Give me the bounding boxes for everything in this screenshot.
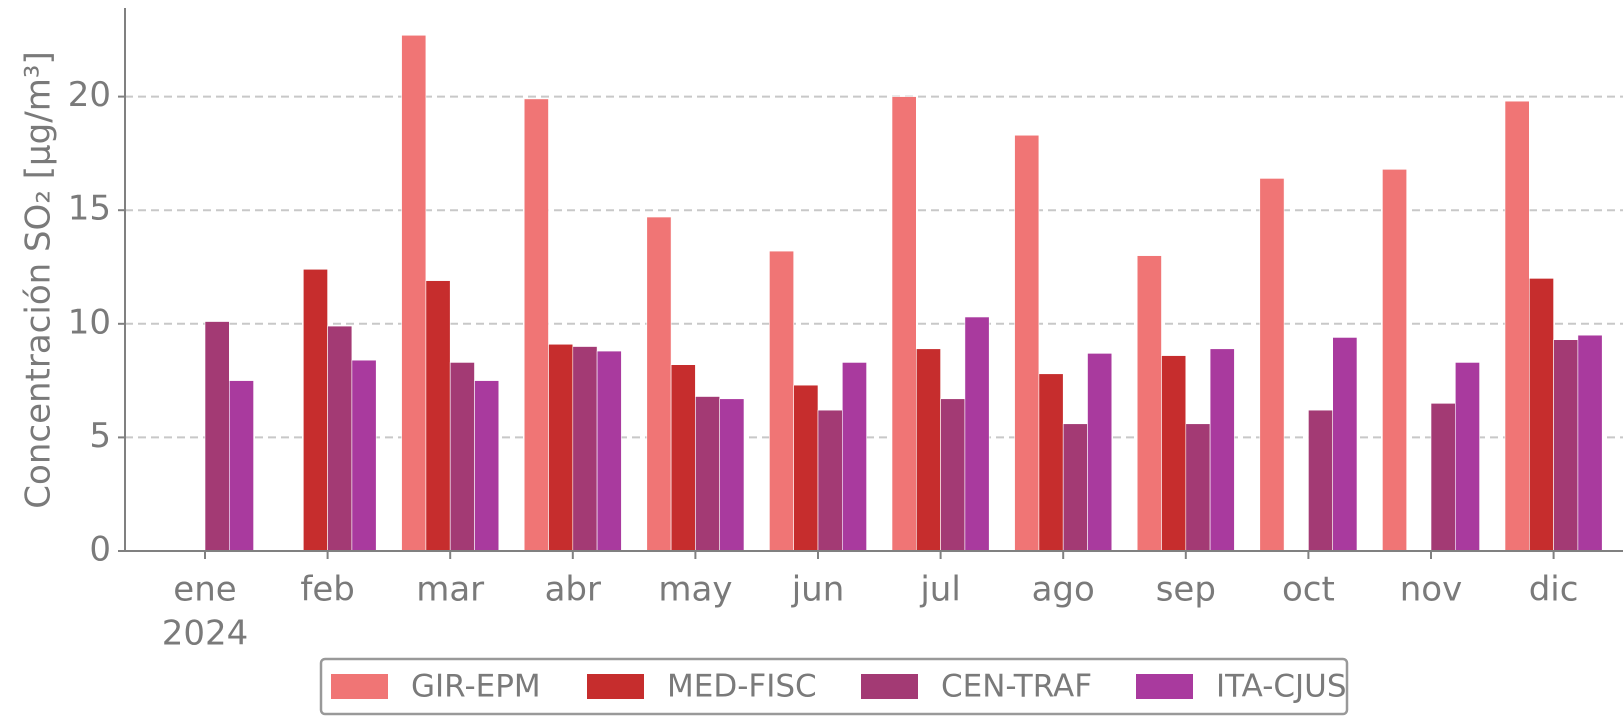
x-sublabel: 2024 xyxy=(162,614,249,654)
bar xyxy=(793,384,819,552)
bar xyxy=(1136,255,1162,552)
bar xyxy=(548,343,574,552)
bar xyxy=(1087,353,1113,552)
bar xyxy=(327,325,353,552)
legend-swatch xyxy=(861,674,918,699)
bar xyxy=(646,216,672,552)
x-tick-label: may xyxy=(658,570,732,610)
bar xyxy=(670,364,696,552)
bar xyxy=(1014,134,1040,552)
legend-label: CEN-TRAF xyxy=(941,669,1092,705)
bar xyxy=(769,250,795,552)
bar xyxy=(229,380,254,552)
y-tick-label: 15 xyxy=(68,189,111,229)
y-tick-label: 20 xyxy=(68,75,111,115)
bar xyxy=(204,321,230,552)
x-tick-label: ene xyxy=(173,570,236,610)
y-tick-label: 0 xyxy=(89,530,111,570)
x-tick-label: sep xyxy=(1156,570,1216,610)
y-axis-label: Concentración SO₂ [μg/m³] xyxy=(19,51,59,508)
bar xyxy=(596,350,622,552)
x-tick-label: abr xyxy=(545,570,601,610)
y-tick-label: 5 xyxy=(89,416,111,456)
bar xyxy=(1062,423,1088,552)
x-tick-label: oct xyxy=(1282,570,1335,610)
bar xyxy=(1308,409,1334,552)
x-tick-label: feb xyxy=(300,570,354,610)
bar xyxy=(719,398,745,552)
bar xyxy=(940,398,966,552)
bar xyxy=(523,98,549,552)
bar xyxy=(1577,334,1603,552)
x-tick-label: mar xyxy=(416,570,484,610)
legend-box xyxy=(319,657,1349,716)
bar xyxy=(915,348,941,552)
bar xyxy=(302,268,328,552)
bar xyxy=(1382,169,1408,552)
bar xyxy=(474,380,500,552)
bar xyxy=(1038,373,1064,552)
bar xyxy=(1185,423,1211,552)
legend-label: MED-FISC xyxy=(667,669,817,705)
x-tick-label: dic xyxy=(1529,570,1579,610)
bar xyxy=(1332,337,1358,552)
bar xyxy=(695,396,721,552)
bar xyxy=(891,96,917,552)
bar xyxy=(1209,348,1235,552)
x-tick-label: ago xyxy=(1032,570,1095,610)
legend-label: GIR-EPM xyxy=(411,669,541,705)
bar xyxy=(1455,362,1480,552)
legend-label: ITA-CJUS xyxy=(1216,669,1347,705)
legend-swatch xyxy=(587,674,644,699)
legend-swatch xyxy=(331,674,388,699)
x-tick-label: nov xyxy=(1400,570,1462,610)
bar xyxy=(1553,339,1579,552)
bar xyxy=(1259,178,1285,552)
bar xyxy=(817,409,843,552)
bar xyxy=(401,34,427,552)
bar xyxy=(425,280,451,552)
bar xyxy=(1529,278,1554,552)
bar xyxy=(841,362,867,552)
bar xyxy=(1430,403,1456,552)
legend-swatch xyxy=(1136,674,1193,699)
x-tick-label: jun xyxy=(791,570,845,610)
bar xyxy=(1161,355,1187,552)
bar xyxy=(1504,100,1530,552)
bar xyxy=(351,359,377,552)
y-tick-label: 10 xyxy=(68,302,111,342)
bar xyxy=(449,362,475,552)
x-tick-label: jul xyxy=(919,570,960,610)
bar xyxy=(572,346,598,552)
bar xyxy=(964,316,990,552)
